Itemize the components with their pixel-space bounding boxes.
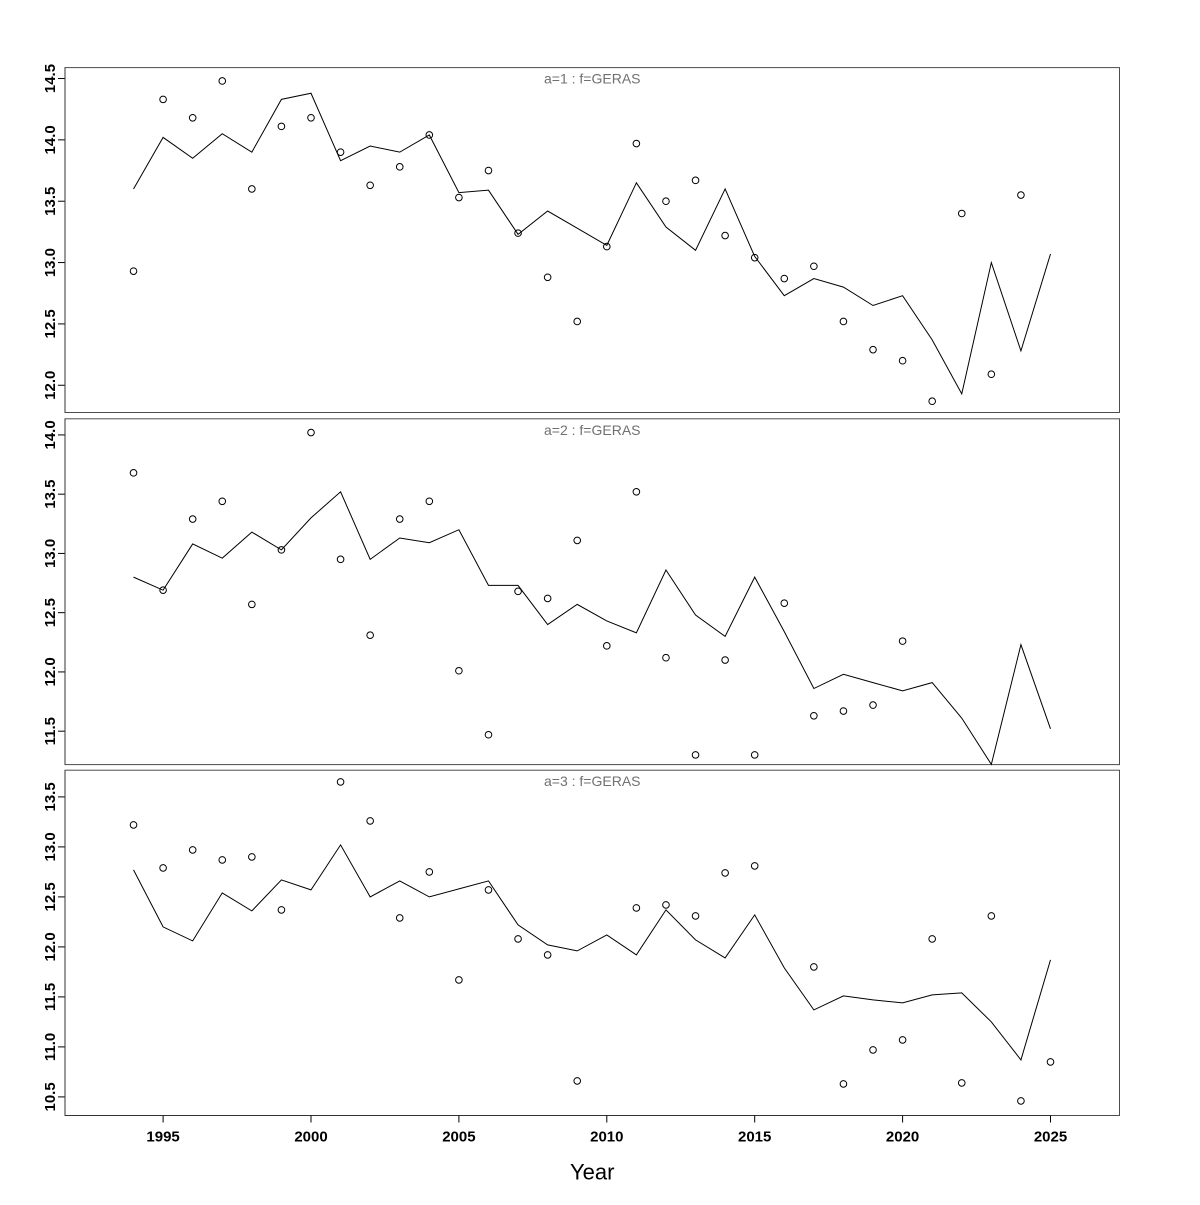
- svg-text:11.5: 11.5: [42, 717, 59, 745]
- svg-text:a=1 : f=GERAS: a=1 : f=GERAS: [544, 71, 641, 87]
- svg-text:14.0: 14.0: [42, 125, 59, 154]
- svg-text:2015: 2015: [738, 1129, 771, 1146]
- svg-text:2020: 2020: [886, 1129, 919, 1146]
- svg-text:11.5: 11.5: [42, 983, 59, 1011]
- svg-text:Year: Year: [570, 1160, 614, 1185]
- svg-text:1995: 1995: [146, 1129, 179, 1146]
- svg-text:13.5: 13.5: [42, 782, 59, 811]
- svg-text:14.0: 14.0: [42, 420, 59, 449]
- svg-text:12.0: 12.0: [42, 371, 59, 400]
- svg-text:2025: 2025: [1034, 1129, 1067, 1146]
- svg-text:a=2 : f=GERAS: a=2 : f=GERAS: [544, 422, 641, 438]
- svg-text:13.5: 13.5: [42, 480, 59, 509]
- svg-text:14.5: 14.5: [42, 64, 59, 93]
- svg-text:11.0: 11.0: [42, 1033, 59, 1061]
- svg-text:a=3 : f=GERAS: a=3 : f=GERAS: [544, 773, 641, 789]
- svg-text:2005: 2005: [442, 1129, 475, 1146]
- svg-text:10.5: 10.5: [42, 1082, 59, 1111]
- svg-text:12.5: 12.5: [42, 309, 59, 338]
- svg-text:13.0: 13.0: [42, 832, 59, 861]
- svg-text:2010: 2010: [590, 1129, 623, 1146]
- svg-text:12.0: 12.0: [42, 657, 59, 686]
- svg-text:2000: 2000: [294, 1129, 327, 1146]
- svg-text:13.5: 13.5: [42, 187, 59, 216]
- svg-text:12.0: 12.0: [42, 932, 59, 961]
- svg-text:12.5: 12.5: [42, 598, 59, 627]
- svg-text:13.0: 13.0: [42, 539, 59, 568]
- svg-text:12.5: 12.5: [42, 882, 59, 911]
- svg-text:13.0: 13.0: [42, 248, 59, 277]
